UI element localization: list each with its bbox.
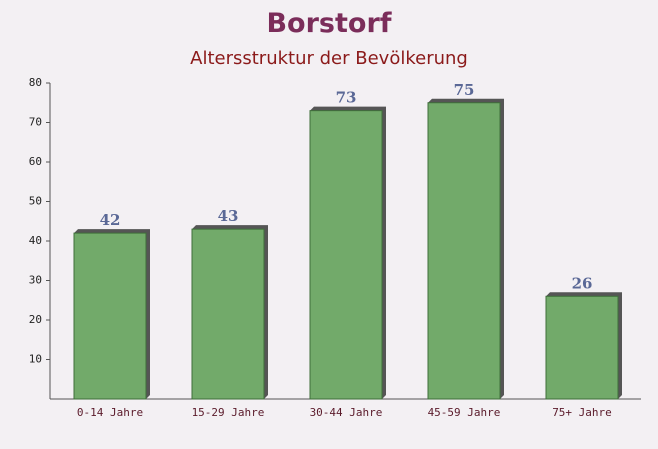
y-tick-label: 40 [29, 234, 42, 247]
value-label: 42 [100, 211, 121, 229]
x-tick-label: 75+ Jahre [552, 406, 612, 419]
y-tick-label: 50 [29, 195, 42, 208]
y-tick-label: 10 [29, 353, 42, 366]
bar [73, 232, 147, 400]
value-label: 75 [454, 81, 475, 99]
chart-subtitle: Altersstruktur der Bevölkerung [190, 48, 468, 69]
value-label: 73 [336, 89, 357, 107]
y-tick-label: 70 [29, 116, 42, 129]
chart-title: Borstorf [266, 8, 391, 39]
x-tick-label: 45-59 Jahre [428, 406, 501, 419]
value-label: 43 [218, 207, 239, 225]
y-tick-label: 80 [29, 76, 42, 89]
bar [545, 295, 619, 400]
bar [427, 102, 501, 400]
y-tick-label: 20 [29, 313, 42, 326]
x-tick-label: 30-44 Jahre [310, 406, 383, 419]
x-tick-label: 15-29 Jahre [192, 406, 265, 419]
x-tick-label: 0-14 Jahre [77, 406, 143, 419]
y-tick-label: 60 [29, 155, 42, 168]
bar [309, 110, 383, 400]
bar [191, 228, 265, 400]
value-label: 26 [572, 274, 593, 292]
y-tick-label: 30 [29, 274, 42, 287]
